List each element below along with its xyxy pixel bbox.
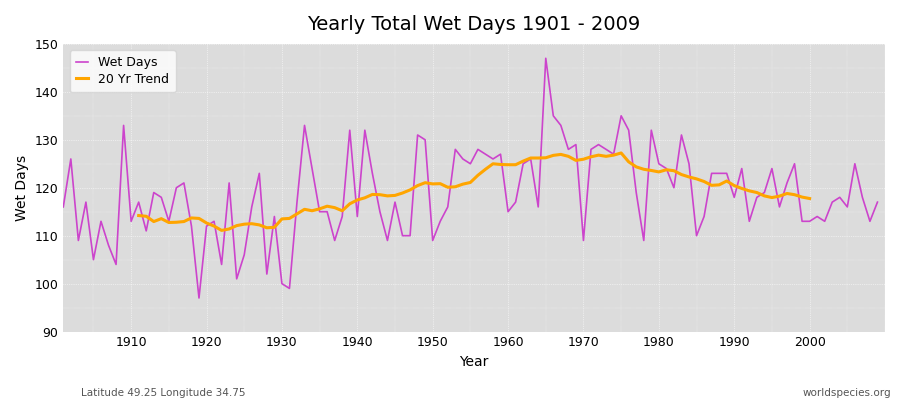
- Wet Days: [872, 200, 883, 204]
- 20 Yr Trend: [133, 213, 144, 218]
- 20 Yr Trend: [216, 228, 227, 233]
- Legend: Wet Days, 20 Yr Trend: Wet Days, 20 Yr Trend: [69, 50, 176, 92]
- 20 Yr Trend: [608, 153, 619, 158]
- Wet Days: [337, 214, 347, 219]
- Line: 20 Yr Trend: 20 Yr Trend: [139, 153, 810, 230]
- 20 Yr Trend: [345, 201, 356, 206]
- 20 Yr Trend: [616, 150, 626, 155]
- Wet Days: [292, 200, 302, 204]
- 20 Yr Trend: [789, 192, 800, 197]
- Line: Wet Days: Wet Days: [63, 58, 878, 298]
- Wet Days: [194, 296, 204, 300]
- 20 Yr Trend: [805, 196, 815, 201]
- Title: Yearly Total Wet Days 1901 - 2009: Yearly Total Wet Days 1901 - 2009: [308, 15, 641, 34]
- Wet Days: [510, 200, 521, 204]
- Wet Days: [58, 204, 68, 209]
- Wet Days: [540, 56, 551, 61]
- 20 Yr Trend: [721, 179, 732, 184]
- Text: worldspecies.org: worldspecies.org: [803, 388, 891, 398]
- Wet Days: [118, 123, 129, 128]
- Wet Days: [503, 209, 514, 214]
- Text: Latitude 49.25 Longitude 34.75: Latitude 49.25 Longitude 34.75: [81, 388, 246, 398]
- X-axis label: Year: Year: [460, 355, 489, 369]
- 20 Yr Trend: [706, 183, 717, 188]
- Wet Days: [608, 152, 619, 156]
- 20 Yr Trend: [231, 223, 242, 228]
- Y-axis label: Wet Days: Wet Days: [15, 155, 29, 221]
